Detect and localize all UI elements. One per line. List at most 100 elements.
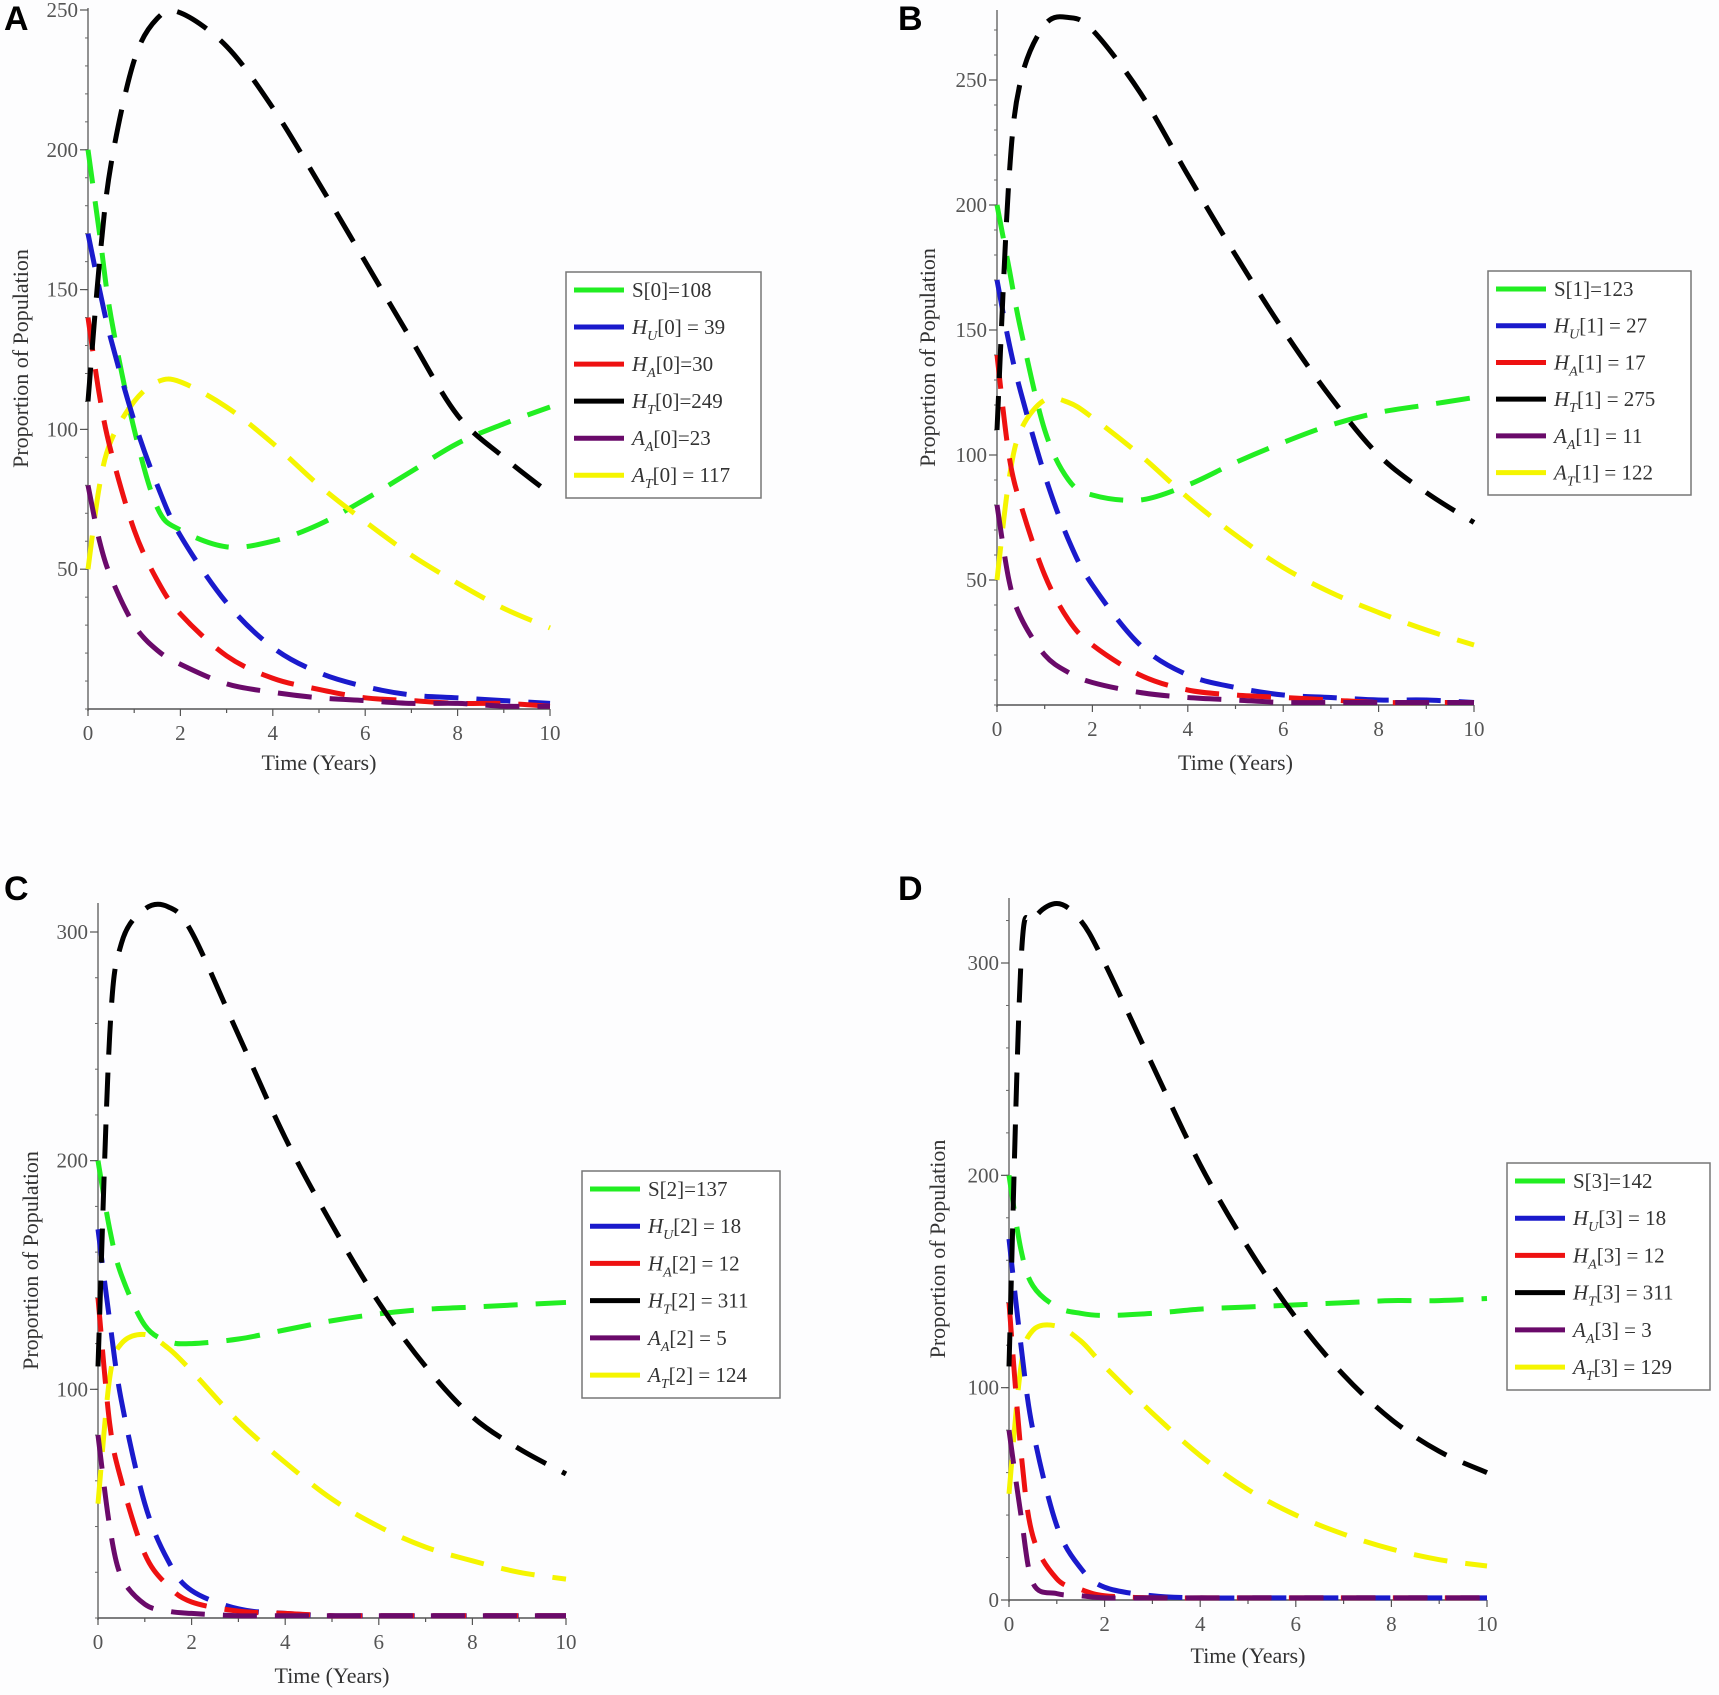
legend-label: S[3]=142 xyxy=(1573,1169,1653,1193)
legend-box xyxy=(1487,270,1692,496)
legend-label: AT[2] = 124 xyxy=(646,1363,747,1392)
y-tick-label: 250 xyxy=(47,0,79,22)
panel-d: D 0 100 200 300 0 2 4 6 8 10 Time (Years) Proportion… xyxy=(898,870,1711,1668)
y-tick-label: 50 xyxy=(966,568,987,592)
panel-letter: D xyxy=(898,870,923,908)
legend-label: HU[0] = 39 xyxy=(631,315,725,344)
panel-a: A 50 100 150 200 250 0 2 4 6 8 10 Time (Years) Propor… xyxy=(4,0,762,775)
legend: S[3]=142 HU[3] = 18 HA[3] = 12 HT[3] = 311 A… xyxy=(1506,1162,1711,1391)
legend-label: AA[3] = 3 xyxy=(1571,1318,1652,1347)
legend-label: S[2]=137 xyxy=(648,1177,728,1201)
panel-b: B 50 100 150 200 250 0 2 4 6 8 10 Time (Years) Propor… xyxy=(898,0,1692,775)
series-line-a-t xyxy=(95,1331,567,1582)
x-tick-label: 4 xyxy=(268,721,279,745)
y-tick-label: 150 xyxy=(47,278,79,302)
legend-label: HT[1] = 275 xyxy=(1553,387,1655,416)
legend-label: AA[2] = 5 xyxy=(646,1326,727,1355)
legend-label: HU[1] = 27 xyxy=(1553,314,1647,343)
legend-box xyxy=(581,1170,781,1399)
x-tick-label: 10 xyxy=(540,721,561,745)
x-axis-title: Time (Years) xyxy=(262,750,377,775)
legend-label: HA[2] = 12 xyxy=(647,1251,740,1280)
y-tick-label: 200 xyxy=(968,1163,1000,1187)
x-tick-label: 2 xyxy=(1099,1612,1110,1636)
series-line-a-a xyxy=(85,484,551,709)
legend-label: HU[3] = 18 xyxy=(1572,1206,1666,1235)
x-axis-title: Time (Years) xyxy=(1178,750,1293,775)
series-line-a-a xyxy=(1006,1429,1487,1601)
panel-c: C 100 200 300 0 2 4 6 8 10 Time (Years) Proportion … xyxy=(4,870,781,1688)
x-tick-label: 4 xyxy=(1183,717,1194,741)
legend-label: S[0]=108 xyxy=(632,278,712,302)
y-tick-label: 200 xyxy=(57,1149,89,1173)
legend-label: HA[0]=30 xyxy=(631,352,713,381)
x-axis-title: Time (Years) xyxy=(275,1663,390,1688)
x-tick-label: 2 xyxy=(186,1630,197,1654)
panel-letter: B xyxy=(898,0,923,38)
x-tick-label: 6 xyxy=(374,1630,385,1654)
y-tick-label: 50 xyxy=(57,557,78,581)
series-line-s xyxy=(95,1160,567,1347)
y-tick-label: 150 xyxy=(956,318,988,342)
series-line-h-t xyxy=(85,7,552,496)
x-tick-label: 0 xyxy=(1004,1612,1015,1636)
x-tick-label: 2 xyxy=(175,721,186,745)
y-tick-label: 100 xyxy=(956,443,988,467)
y-axis-title: Proportion of Population xyxy=(8,249,33,468)
legend-label: HA[3] = 12 xyxy=(1572,1243,1665,1272)
series-line-h-t xyxy=(994,14,1476,525)
series-line-a-t xyxy=(1006,1322,1488,1569)
x-tick-label: 6 xyxy=(1278,717,1289,741)
series-line-h-a xyxy=(85,317,551,709)
series-line-h-t xyxy=(1006,901,1489,1475)
legend-label: AT[0] = 117 xyxy=(630,463,730,492)
series-line-a-a xyxy=(994,504,1474,706)
x-tick-label: 0 xyxy=(992,717,1003,741)
legend-label: S[1]=123 xyxy=(1554,277,1634,301)
y-tick-label: 100 xyxy=(57,1377,89,1401)
y-tick-label: 0 xyxy=(989,1588,1000,1612)
x-tick-label: 2 xyxy=(1087,717,1098,741)
y-axis-title: Proportion of Population xyxy=(915,248,940,467)
legend-box xyxy=(1506,1162,1711,1391)
legend-box xyxy=(565,271,762,499)
x-tick-label: 8 xyxy=(452,721,463,745)
legend: S[1]=123 HU[1] = 27 HA[1] = 17 HT[1] = 275 A… xyxy=(1487,270,1692,496)
legend-label: HU[2] = 18 xyxy=(647,1214,741,1243)
x-tick-label: 8 xyxy=(467,1630,478,1654)
x-axis-title: Time (Years) xyxy=(1191,1643,1306,1668)
series-line-a-t xyxy=(994,395,1475,648)
x-tick-label: 10 xyxy=(1464,717,1485,741)
legend: S[2]=137 HU[2] = 18 HA[2] = 12 HT[2] = 311 A… xyxy=(581,1170,781,1399)
series-line-h-u xyxy=(85,233,551,706)
x-tick-label: 6 xyxy=(360,721,371,745)
series-line-s xyxy=(994,204,1475,503)
panel-letter: C xyxy=(4,870,29,908)
series-line-a-a xyxy=(95,1434,566,1619)
legend-label: HA[1] = 17 xyxy=(1553,350,1646,379)
x-tick-label: 0 xyxy=(83,721,94,745)
y-tick-label: 300 xyxy=(968,951,1000,975)
series-line-s xyxy=(1006,1174,1488,1318)
y-tick-label: 200 xyxy=(47,138,79,162)
series-line-h-u xyxy=(1006,1238,1487,1601)
x-tick-label: 10 xyxy=(1477,1612,1498,1636)
series-line-s xyxy=(85,149,551,550)
legend-label: AA[1] = 11 xyxy=(1552,424,1642,453)
legend-label: AT[3] = 129 xyxy=(1571,1355,1672,1384)
panel-letter: A xyxy=(4,0,29,38)
series-line-a-t xyxy=(85,376,551,631)
legend-label: AA[0]=23 xyxy=(630,426,711,455)
x-tick-label: 6 xyxy=(1291,1612,1302,1636)
y-tick-label: 100 xyxy=(968,1376,1000,1400)
y-tick-label: 300 xyxy=(57,920,89,944)
y-axis-title: Proportion of Population xyxy=(18,1151,43,1370)
x-tick-label: 4 xyxy=(1195,1612,1206,1636)
x-tick-label: 4 xyxy=(280,1630,291,1654)
y-axis-title: Proportion of Population xyxy=(925,1140,950,1359)
x-tick-label: 0 xyxy=(93,1630,104,1654)
y-tick-label: 200 xyxy=(956,193,988,217)
series-line-h-u xyxy=(95,1228,566,1619)
x-tick-label: 10 xyxy=(556,1630,577,1654)
